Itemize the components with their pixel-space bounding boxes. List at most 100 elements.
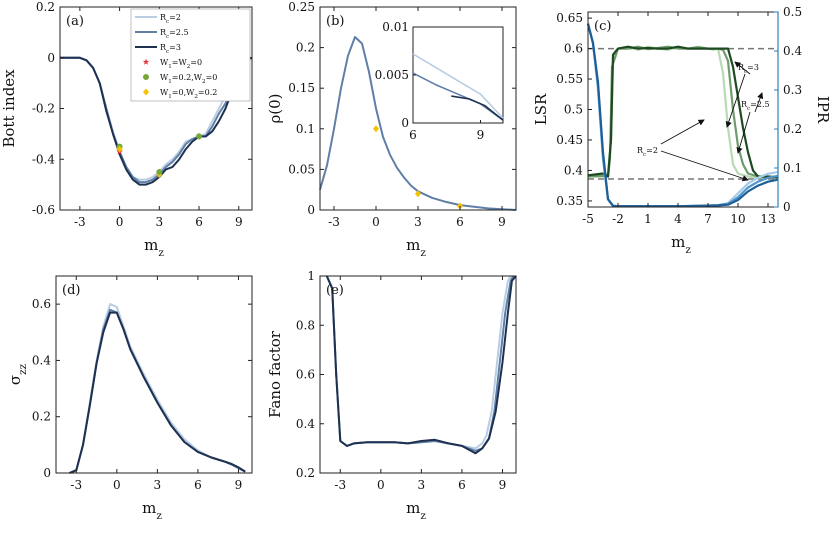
y-tick-label: 0 (43, 466, 51, 480)
y-tick-label: 0.15 (288, 81, 315, 95)
legend-label-rest2: =0.2 (198, 88, 217, 97)
legend-label: Rc=2 (160, 13, 181, 25)
right-tick-label: 0.3 (783, 83, 802, 97)
marker-diamond (415, 190, 421, 198)
inset-y-tick-label: 0 (401, 116, 409, 130)
y-tick-label: 0.6 (564, 42, 583, 56)
y-tick-label: 0.65 (556, 11, 583, 25)
y-axis-label: ρ(0) (266, 93, 284, 123)
legend-label: Rc=3 (160, 43, 181, 55)
y-tick-label: 0.4 (32, 353, 51, 367)
x-tick-label: 3 (154, 478, 162, 492)
annotation-rc3-sub: c (744, 69, 747, 75)
right-tick-label: 0.4 (783, 44, 802, 58)
annotation-arrow (736, 111, 751, 154)
annotation-arrow (660, 150, 749, 182)
y-tick-label: -0.2 (32, 102, 55, 116)
legend-label: Rc=2.5 (160, 28, 189, 40)
x-tick-label: 10 (730, 212, 745, 226)
marker-diamond (116, 145, 123, 153)
annotation-arrow (725, 73, 746, 128)
panel-label: (b) (326, 14, 344, 29)
legend-label-main: W (160, 58, 169, 67)
inset-y-tick-label: 0.005 (375, 68, 409, 82)
legend-label-rest: =3 (169, 43, 181, 52)
y-axis-label-main: LSR (532, 93, 550, 125)
series-line-rc-2-5 (412, 72, 504, 121)
series-line-rc-3 (69, 311, 246, 474)
y-tick-label: 0.4 (296, 417, 315, 431)
y-axis-label: σzz (6, 363, 29, 385)
x-tick-label: 3 (418, 478, 426, 492)
legend-label-rest: =2.5 (169, 28, 188, 37)
y-axis-label: LSR (532, 93, 550, 125)
x-tick-label: 9 (499, 478, 507, 492)
y-axis-label-main: ρ(0) (266, 93, 284, 123)
legend-label-rest: =0,W (172, 88, 195, 97)
legend-swatch (143, 74, 149, 80)
x-tick-label: 9 (498, 215, 506, 229)
inset-frame (412, 26, 504, 124)
x-axis-label-main: m (406, 236, 420, 254)
x-axis-label: mz (671, 233, 691, 256)
x-axis-label-sub: z (685, 244, 691, 256)
plot-frame-d (55, 275, 253, 474)
panel-label: (e) (326, 283, 344, 298)
right-tick-label: 0.2 (783, 122, 802, 136)
legend-label-sub2: 2 (194, 94, 198, 100)
x-axis-label-main: m (406, 499, 420, 517)
legend-label: W1=0.2,W2=0 (160, 73, 217, 85)
inset-x-tick-label: 9 (477, 128, 485, 142)
y-tick-label: 0.45 (556, 133, 583, 147)
x-tick-label: -3 (334, 478, 346, 492)
legend-label-sub: 1 (168, 79, 172, 85)
series-line-lsr-rc-3 (587, 45, 779, 179)
right-tick-label: 0.1 (783, 161, 802, 175)
legend-label: W1=0,W2=0.2 (160, 88, 217, 100)
x-axis-label: mz (406, 499, 426, 522)
y-tick-label: 0 (307, 203, 315, 217)
x-tick-label: 6 (194, 478, 202, 492)
annotation-rc2: Rc=2 (637, 146, 658, 158)
series-line-rc-2-5 (69, 308, 246, 474)
x-tick-label: 13 (760, 212, 775, 226)
x-tick-label: -2 (612, 212, 624, 226)
y-tick-label: 0.6 (296, 368, 315, 382)
legend-label-sub: 1 (168, 64, 172, 70)
x-tick-label: 9 (235, 478, 243, 492)
legend-label-sub2: 2 (187, 64, 191, 70)
annotation-rc25-rest: =2.5 (750, 100, 769, 109)
series-line-rc-2 (412, 53, 504, 119)
y-tick-label: 0.05 (288, 162, 315, 176)
legend-label-rest: =W (172, 58, 188, 67)
y-tick-label: 0.2 (32, 410, 51, 424)
y-tick-label: 0.35 (556, 194, 583, 208)
series-line-rc-2-5 (319, 36, 517, 211)
y-tick-label: 0.6 (32, 297, 51, 311)
x-axis-label: mz (144, 236, 164, 259)
marker-dot (196, 133, 203, 140)
y-axis-label-main: Bott index (0, 69, 18, 148)
x-tick-label: 3 (414, 215, 422, 229)
x-tick-label: 6 (195, 215, 203, 229)
inset-x-tick-label: 6 (409, 128, 417, 142)
series-line-rc-3 (451, 95, 504, 121)
x-axis-label-main: m (671, 233, 685, 251)
annotation-rc2-main: R (637, 146, 644, 155)
legend-label-sub: 1 (168, 94, 172, 100)
x-axis-label-sub: z (156, 510, 162, 522)
y-axis-label: Fano factor (266, 330, 284, 418)
x-tick-label: 0 (116, 215, 124, 229)
y-axis-label-main: σ (6, 375, 24, 385)
legend-label-rest2: =0 (206, 73, 218, 82)
panel-c: -5 -2 1 4 7 10 13 0.35 0.4 0.45 0.5 0.55 0.6 0.65 (c) m… (532, 5, 830, 256)
y-tick-label: 0.55 (556, 72, 583, 86)
legend-box (130, 8, 251, 102)
x-axis-label-main: m (144, 236, 158, 254)
legend-label-sub2: 2 (202, 79, 206, 85)
legend-label-rest2: =0 (190, 58, 202, 67)
x-axis-label-sub: z (158, 247, 164, 259)
inset-y-tick-label: 0.01 (382, 20, 409, 34)
x-axis-label-sub: z (420, 247, 426, 259)
